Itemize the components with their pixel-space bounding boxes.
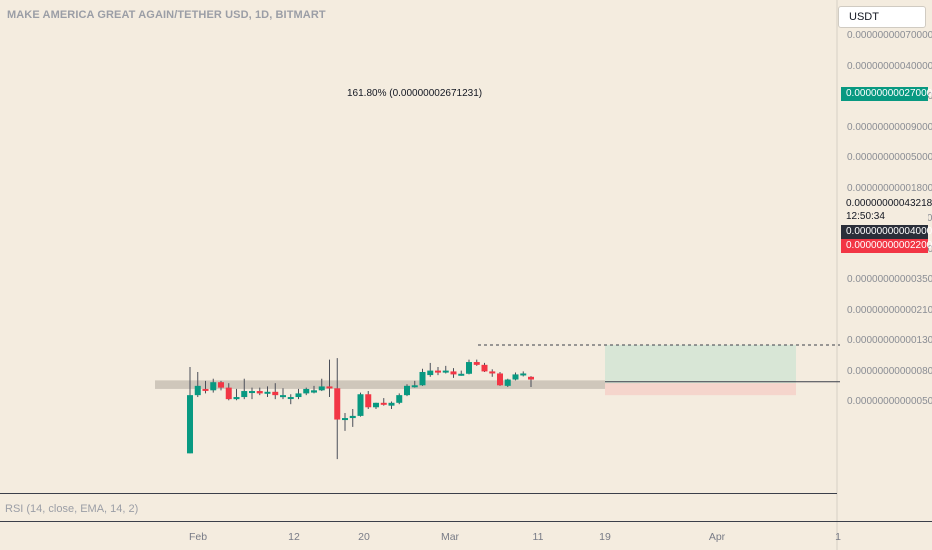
time-axis-label: Mar xyxy=(440,531,460,543)
symbol-title: MAKE AMERICA GREAT AGAIN/TETHER USD, 1D,… xyxy=(7,9,326,21)
candle-down xyxy=(450,371,457,375)
candle-up xyxy=(264,391,271,394)
price-axis-label: 0.0000000000500000 xyxy=(847,152,932,163)
time-axis-label: 19 xyxy=(599,531,611,543)
candle-up xyxy=(520,373,527,376)
candle-up xyxy=(504,379,511,386)
candle-up xyxy=(342,418,348,421)
candle-up xyxy=(287,397,294,400)
candle-down xyxy=(225,387,232,400)
last-price-tag: 0.000000000432187 xyxy=(841,197,932,211)
candle-up xyxy=(311,390,317,393)
fib-level-label: 161.80% (0.00000002671231) xyxy=(347,88,483,99)
price-axis-label: 0.0000000000900000 xyxy=(847,121,932,133)
price-lines xyxy=(478,344,840,383)
candle-up xyxy=(349,415,356,419)
candle-up xyxy=(249,391,255,394)
candle-down xyxy=(202,388,209,391)
currency-selector[interactable]: USDT xyxy=(838,6,926,28)
candles xyxy=(187,358,534,460)
candle-up xyxy=(419,371,426,386)
price-axis-label: 0.0000000000013000 xyxy=(847,335,932,346)
candle-up xyxy=(512,374,519,380)
price-axis-label: 0.0000000000005000 xyxy=(847,396,932,407)
candle-down xyxy=(380,402,387,405)
candle-up xyxy=(303,388,310,394)
time-axis-label: Feb xyxy=(188,531,208,543)
candle-down xyxy=(256,391,263,394)
candle-up xyxy=(427,370,434,376)
candle-up xyxy=(295,393,302,398)
time-axis-label: 1 xyxy=(835,531,841,543)
candle-down xyxy=(481,364,488,372)
candle-up xyxy=(442,370,449,373)
candle-up xyxy=(404,385,410,396)
candle-down xyxy=(218,382,224,388)
candle-down xyxy=(473,362,480,365)
candle-up xyxy=(357,394,364,416)
time-axis-label: 12 xyxy=(288,531,300,543)
price-axis-label: 0.0000000000180000 xyxy=(847,182,932,194)
candle-up xyxy=(466,362,472,374)
stop-price-tag: 0.0000000000220000 xyxy=(841,239,932,253)
entry-price-tag: 0.0000000000400000 xyxy=(841,225,932,239)
candle-down xyxy=(435,370,441,373)
position-zones xyxy=(155,344,796,396)
candle-up xyxy=(280,395,286,398)
time-axis-label: 20 xyxy=(358,531,370,543)
take-profit-price-tag: 0.0000000002700000 xyxy=(841,87,932,101)
candle-down xyxy=(528,376,534,380)
target-zone xyxy=(605,344,796,384)
candle-down xyxy=(334,388,341,420)
rsi-indicator-label[interactable]: RSI (14, close, EMA, 14, 2) xyxy=(5,503,139,515)
candle-up xyxy=(194,385,201,396)
price-axis-label: 0.0000000007000000 xyxy=(847,30,932,41)
candle-up xyxy=(318,386,325,391)
candle-up xyxy=(411,385,418,388)
price-axis-label: 0.0000000000008000 xyxy=(847,365,932,377)
candle-up xyxy=(396,395,403,403)
bar-countdown: 12:50:34 xyxy=(841,210,928,224)
candle-down xyxy=(497,373,503,386)
stop-zone xyxy=(605,383,796,396)
price-axis-label: 0.0000000004000000 xyxy=(847,60,932,72)
candle-up xyxy=(187,395,193,454)
candle-up xyxy=(373,402,379,408)
candle-up xyxy=(458,373,465,376)
candle-down xyxy=(326,386,333,389)
candle-down xyxy=(489,371,496,374)
time-axis-label: Apr xyxy=(708,531,726,543)
candle-up xyxy=(388,402,395,406)
support-resistance-zone xyxy=(155,380,640,389)
candle-up xyxy=(233,397,240,400)
price-axis-label: 0.0000000000035000 xyxy=(847,274,932,285)
candle-down xyxy=(272,391,279,396)
candle-down xyxy=(365,394,372,408)
time-axis-label: 11 xyxy=(532,531,544,543)
price-axis-label: 0.0000000000021000 xyxy=(847,304,932,316)
candle-up xyxy=(241,391,248,398)
candle-up xyxy=(210,382,217,391)
